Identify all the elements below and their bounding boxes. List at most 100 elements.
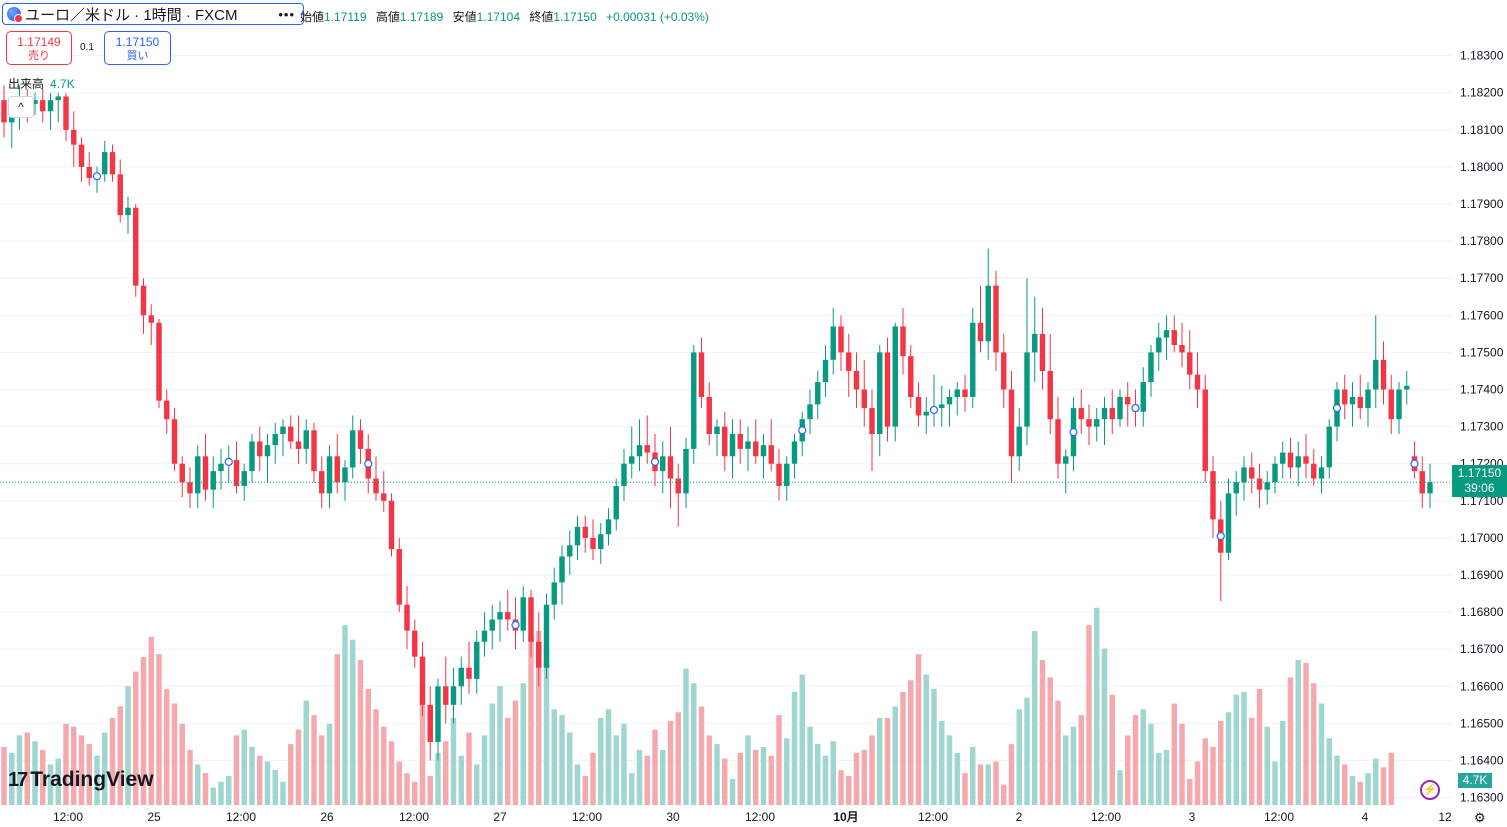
candle-body (404, 604, 410, 631)
volume-bar (288, 744, 294, 805)
x-tick-label: 12:00 (745, 810, 775, 824)
last-price-value: 1.17150 (1457, 466, 1502, 480)
volume-bar (977, 764, 984, 805)
candle-body (683, 448, 689, 494)
volume-bar (559, 715, 565, 805)
low-label: 安値 (452, 10, 477, 24)
candle-body (1140, 382, 1146, 412)
y-tick-label: 1.16500 (1460, 716, 1504, 730)
candle-body (551, 582, 557, 605)
volume-bar (342, 625, 348, 805)
volume-bar (24, 732, 30, 805)
high-label: 高値 (375, 10, 400, 24)
volume-bar (629, 773, 635, 805)
candle-body (373, 478, 379, 494)
candle-body (923, 411, 929, 416)
candle-body (590, 537, 596, 550)
candle-body (412, 630, 418, 657)
y-tick-label: 1.16700 (1460, 642, 1504, 656)
volume-bar (1342, 764, 1348, 805)
settings-gear-icon[interactable]: ⚙ (1474, 810, 1486, 825)
candle-body (520, 597, 526, 631)
volume-bar (660, 749, 666, 805)
price-axis: 1.18300 1.18200 1.18100 1.18000 1.17900 1.178… (1452, 0, 1507, 827)
lightning-icon[interactable]: ⚡ (1420, 780, 1440, 800)
candle-body (133, 207, 139, 286)
x-tick-label: 12:00 (572, 810, 602, 824)
tradingview-mark-icon: 17 (8, 768, 28, 791)
volume-bar (512, 700, 519, 805)
candle-body (729, 434, 736, 457)
candle-body (644, 445, 650, 453)
volume-bar (830, 741, 836, 805)
volume-bar (644, 755, 650, 805)
candle-body (900, 326, 906, 357)
volume-bar (419, 694, 426, 805)
candle-body (264, 445, 271, 457)
candle-body (1427, 482, 1433, 494)
candle-body (753, 441, 759, 457)
volume-bar (326, 723, 333, 805)
volume-bar (412, 781, 418, 805)
candle-body (830, 326, 836, 360)
candle-body (202, 456, 209, 490)
volume-bar (1249, 718, 1255, 805)
collapse-legend-button[interactable]: ^ (8, 96, 34, 118)
y-tick-label: 1.17600 (1460, 308, 1504, 322)
candle-body (954, 389, 960, 397)
sell-button[interactable]: 1.17149 売り (6, 31, 72, 65)
y-tick-label: 1.17900 (1460, 197, 1504, 211)
candle-body (629, 456, 635, 464)
volume-bar (1125, 735, 1131, 805)
tradingview-logo[interactable]: 17 TradingView (8, 768, 154, 792)
volume-bar (1008, 744, 1015, 805)
candle-body (846, 352, 852, 371)
x-tick-label: 12:00 (1091, 810, 1121, 824)
candle-body (1094, 419, 1100, 427)
volume-bar (404, 773, 410, 805)
volume-bar (1326, 738, 1332, 805)
volume-bar (954, 752, 960, 805)
volume-bar (884, 718, 891, 805)
buy-button[interactable]: 1.17150 買い (104, 31, 171, 65)
low-value: 1.17104 (476, 10, 521, 24)
event-markers (92, 172, 1419, 630)
volume-bar (125, 686, 131, 805)
volume-bar (1179, 723, 1185, 805)
x-tick-label: 4 (1362, 810, 1369, 824)
candle-body (489, 619, 495, 631)
volume-bar (1272, 761, 1278, 805)
candle-body (1171, 330, 1177, 345)
candle-body (40, 100, 46, 112)
candle-body (171, 419, 178, 464)
candle-body (908, 356, 914, 397)
volume-bar (1055, 700, 1061, 805)
candle-body (877, 352, 883, 435)
candle-body (985, 285, 991, 342)
volume-bar (1101, 648, 1108, 805)
volume-bar (156, 654, 162, 805)
candle-body (148, 315, 154, 323)
candle-body (884, 352, 891, 427)
volume-bar (171, 703, 178, 805)
candle-body (241, 471, 247, 486)
volume-bar (869, 735, 875, 805)
volume-bar (768, 755, 774, 805)
volume-bar (264, 761, 271, 805)
volume-bar (605, 709, 612, 805)
volume-bar (9, 752, 15, 805)
volume-bar (489, 703, 495, 805)
symbol-search[interactable]: ユーロ／米ドル · 1時間 · FXCM ••• (2, 3, 304, 25)
candle-body (861, 389, 867, 409)
candle-body (303, 430, 309, 449)
volume-bar (1256, 689, 1263, 805)
candle-body (1249, 467, 1255, 479)
y-tick-label: 1.16600 (1460, 679, 1504, 693)
candle-body (450, 686, 457, 705)
candles (1, 85, 1433, 761)
volume-bar (551, 709, 557, 805)
volume-bar (334, 654, 340, 805)
candle-body (784, 463, 790, 486)
more-icon[interactable]: ••• (278, 6, 295, 22)
